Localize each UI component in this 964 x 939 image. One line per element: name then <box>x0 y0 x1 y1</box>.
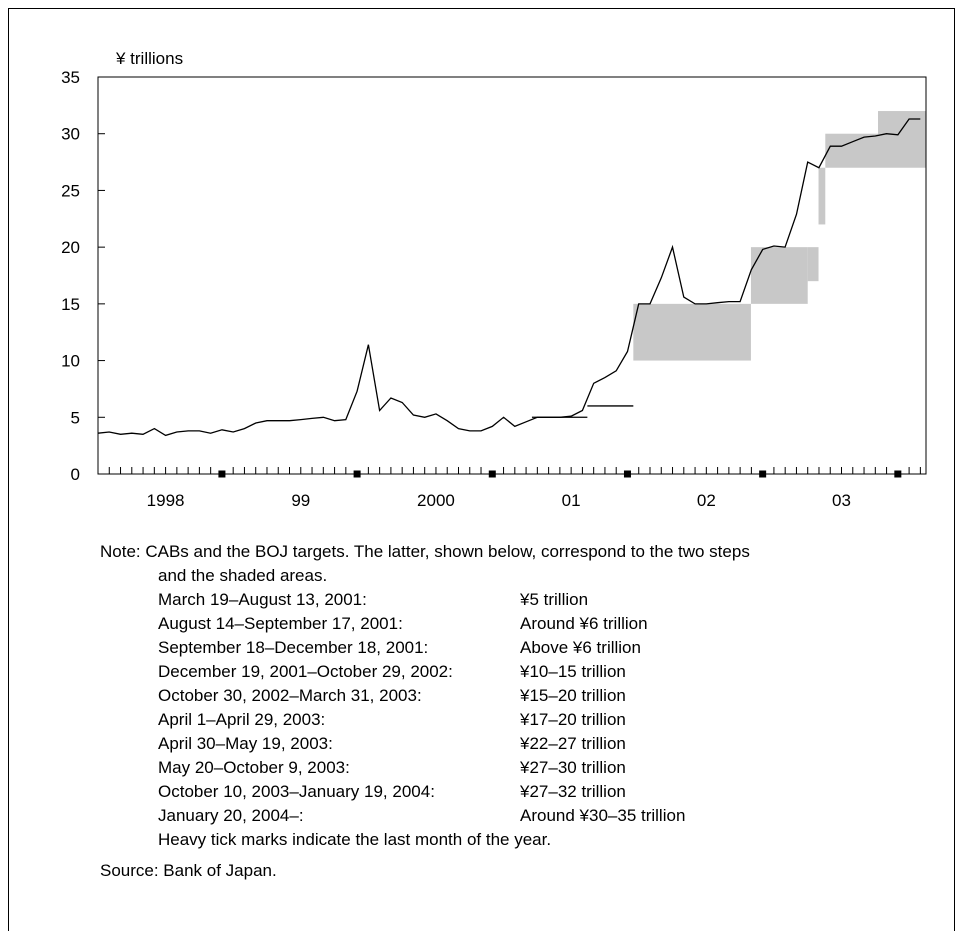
note-row: April 1–April 29, 2003: ¥17–20 trillion <box>158 708 750 732</box>
note-tick-explanation: Heavy tick marks indicate the last month… <box>158 830 552 849</box>
y-tick-label: 5 <box>71 408 80 427</box>
note-period: October 30, 2002–March 31, 2003: <box>158 686 422 705</box>
y-tick-label: 30 <box>61 125 80 144</box>
y-tick-label: 0 <box>71 465 80 484</box>
note-target: Around ¥6 trillion <box>520 614 648 633</box>
cab-series-line <box>97 118 921 437</box>
x-tick-label: 01 <box>562 491 581 510</box>
target-shade <box>825 133 879 168</box>
chart: ¥ trillions 0 5 10 15 20 25 30 35 1998 99 2000 01 0… <box>61 49 927 510</box>
target-shade <box>750 247 808 304</box>
x-tick-label: 99 <box>291 491 310 510</box>
y-axis-label: ¥ trillions <box>115 49 183 68</box>
y-tick-label: 10 <box>61 352 80 371</box>
note-target: ¥27–32 trillion <box>520 782 626 801</box>
note-intro-2: and the shaded areas. <box>158 566 328 585</box>
note-target: ¥27–30 trillion <box>520 758 626 777</box>
x-tick-label: 02 <box>697 491 716 510</box>
note-target: ¥22–27 trillion <box>520 734 626 753</box>
note-table: March 19–August 13, 2001: ¥5 trillion Augu… <box>100 588 750 828</box>
x-tick-label: 03 <box>832 491 851 510</box>
note-period: May 20–October 9, 2003: <box>158 758 350 777</box>
note-intro-1: Note: CABs and the BOJ targets. The latt… <box>100 542 750 561</box>
note-row: May 20–October 9, 2003: ¥27–30 trillion <box>158 756 750 780</box>
y-tick-label: 35 <box>61 68 80 87</box>
note-period: December 19, 2001–October 29, 2002: <box>158 662 453 681</box>
note-target: Above ¥6 trillion <box>520 638 641 657</box>
note-row: September 18–December 18, 2001: Above ¥6 … <box>158 636 750 660</box>
note-period: January 20, 2004–: <box>158 806 304 825</box>
note-target: ¥17–20 trillion <box>520 710 626 729</box>
y-axis-ticks: 0 5 10 15 20 25 30 35 <box>61 68 105 484</box>
note-row: March 19–August 13, 2001: ¥5 trillion <box>158 588 750 612</box>
plot-border <box>97 76 927 475</box>
y-tick-label: 25 <box>61 181 80 200</box>
note-row: August 14–September 17, 2001: Around ¥6 t… <box>158 612 750 636</box>
y-tick-label: 20 <box>61 238 80 257</box>
x-axis-ticks: 1998 99 2000 01 02 03 <box>108 467 921 510</box>
note-period: March 19–August 13, 2001: <box>158 590 367 609</box>
note-row: January 20, 2004–: Around ¥30–35 trillion <box>158 804 750 828</box>
x-tick-label: 2000 <box>417 491 455 510</box>
note-row: December 19, 2001–October 29, 2002: ¥10–1… <box>158 660 750 684</box>
note-target: Around ¥30–35 trillion <box>520 806 686 825</box>
note-block: Note: CABs and the BOJ targets. The latt… <box>100 540 750 883</box>
target-shade <box>633 303 751 361</box>
note-target: ¥15–20 trillion <box>520 686 626 705</box>
target-shade <box>807 247 819 282</box>
note-period: October 10, 2003–January 19, 2004: <box>158 782 435 801</box>
note-row: April 30–May 19, 2003: ¥22–27 trillion <box>158 732 750 756</box>
note-row: October 10, 2003–January 19, 2004: ¥27–32… <box>158 780 750 804</box>
note-period: August 14–September 17, 2001: <box>158 614 403 633</box>
x-tick-label: 1998 <box>147 491 185 510</box>
note-row: October 30, 2002–March 31, 2003: ¥15–20 t… <box>158 684 750 708</box>
target-shades <box>633 111 926 361</box>
y-tick-label: 15 <box>61 295 80 314</box>
note-target: ¥10–15 trillion <box>520 662 626 681</box>
note-period: September 18–December 18, 2001: <box>158 638 429 657</box>
target-steps <box>531 405 634 418</box>
source-note: Source: Bank of Japan. <box>100 861 277 880</box>
note-period: April 30–May 19, 2003: <box>158 734 333 753</box>
target-shade <box>878 111 926 168</box>
target-shade <box>818 167 826 225</box>
figure-frame <box>8 8 955 931</box>
note-target: ¥5 trillion <box>520 590 589 609</box>
note-period: April 1–April 29, 2003: <box>158 710 326 729</box>
